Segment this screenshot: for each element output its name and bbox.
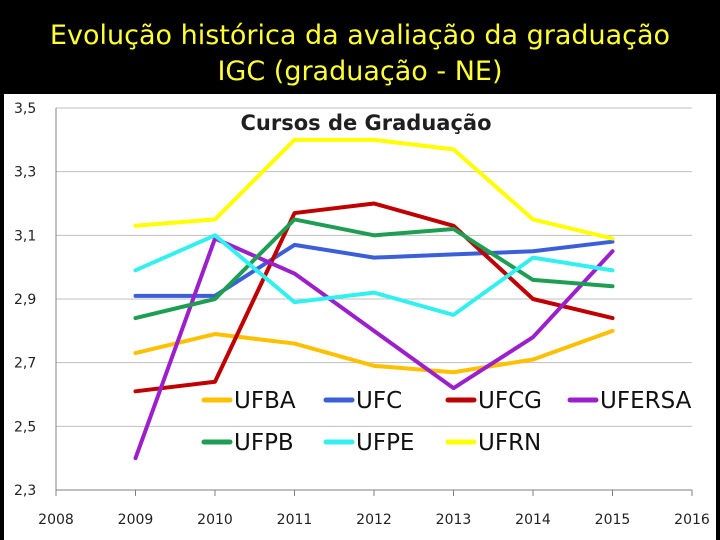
legend-label-ufc: UFC [356, 388, 402, 414]
chart-panel: Cursos de Graduação 2,3 2,5 2,7 2,9 3,1 3,3 3,… [4, 94, 716, 540]
y-tick-label: 2,3 [14, 483, 36, 499]
series-line-ufrn [133, 137, 615, 241]
slide-title-line-2: IGC (graduação - NE) [217, 56, 503, 87]
slide-title-line-1: Evolução histórica da avaliação da gradu… [49, 20, 671, 51]
x-tick-label: 2016 [674, 512, 710, 528]
y-tick-label: 3,3 [14, 165, 36, 181]
legend-label-ufba: UFBA [234, 388, 296, 414]
legend-label-ufpb: UFPB [234, 430, 294, 456]
x-tick-label: 2012 [356, 512, 392, 528]
y-tick-label: 2,9 [14, 292, 36, 308]
y-tick-label: 3,5 [14, 101, 36, 117]
x-tick-label: 2011 [277, 512, 313, 528]
legend-label-ufrn: UFRN [478, 430, 541, 456]
series-line-ufpe [133, 233, 615, 317]
x-tick-label: 2015 [595, 512, 631, 528]
series-line-ufersa [133, 236, 615, 461]
legend-label-ufcg: UFCG [478, 388, 542, 414]
series-line-ufpb [133, 217, 615, 321]
x-tick-label: 2014 [515, 512, 551, 528]
y-tick-label: 3,1 [14, 228, 36, 244]
series-line-ufcg [133, 201, 615, 394]
y-tick-label: 2,5 [14, 419, 36, 435]
legend-label-ufersa: UFERSA [600, 388, 692, 414]
chart-title: Cursos de Graduação [240, 111, 491, 135]
slide-title: Evolução histórica da avaliação da gradu… [0, 18, 720, 90]
y-tick-label: 2,7 [14, 356, 36, 372]
series-line-ufc [133, 239, 615, 298]
series-line-ufba [133, 328, 615, 375]
x-tick-label: 2009 [118, 512, 154, 528]
x-tick-label: 2008 [38, 512, 74, 528]
x-tick-label: 2010 [197, 512, 233, 528]
x-tick-label: 2013 [436, 512, 472, 528]
legend-label-ufpe: UFPE [356, 430, 414, 456]
line-chart: Cursos de Graduação 2,3 2,5 2,7 2,9 3,1 3,3 3,… [14, 101, 710, 528]
